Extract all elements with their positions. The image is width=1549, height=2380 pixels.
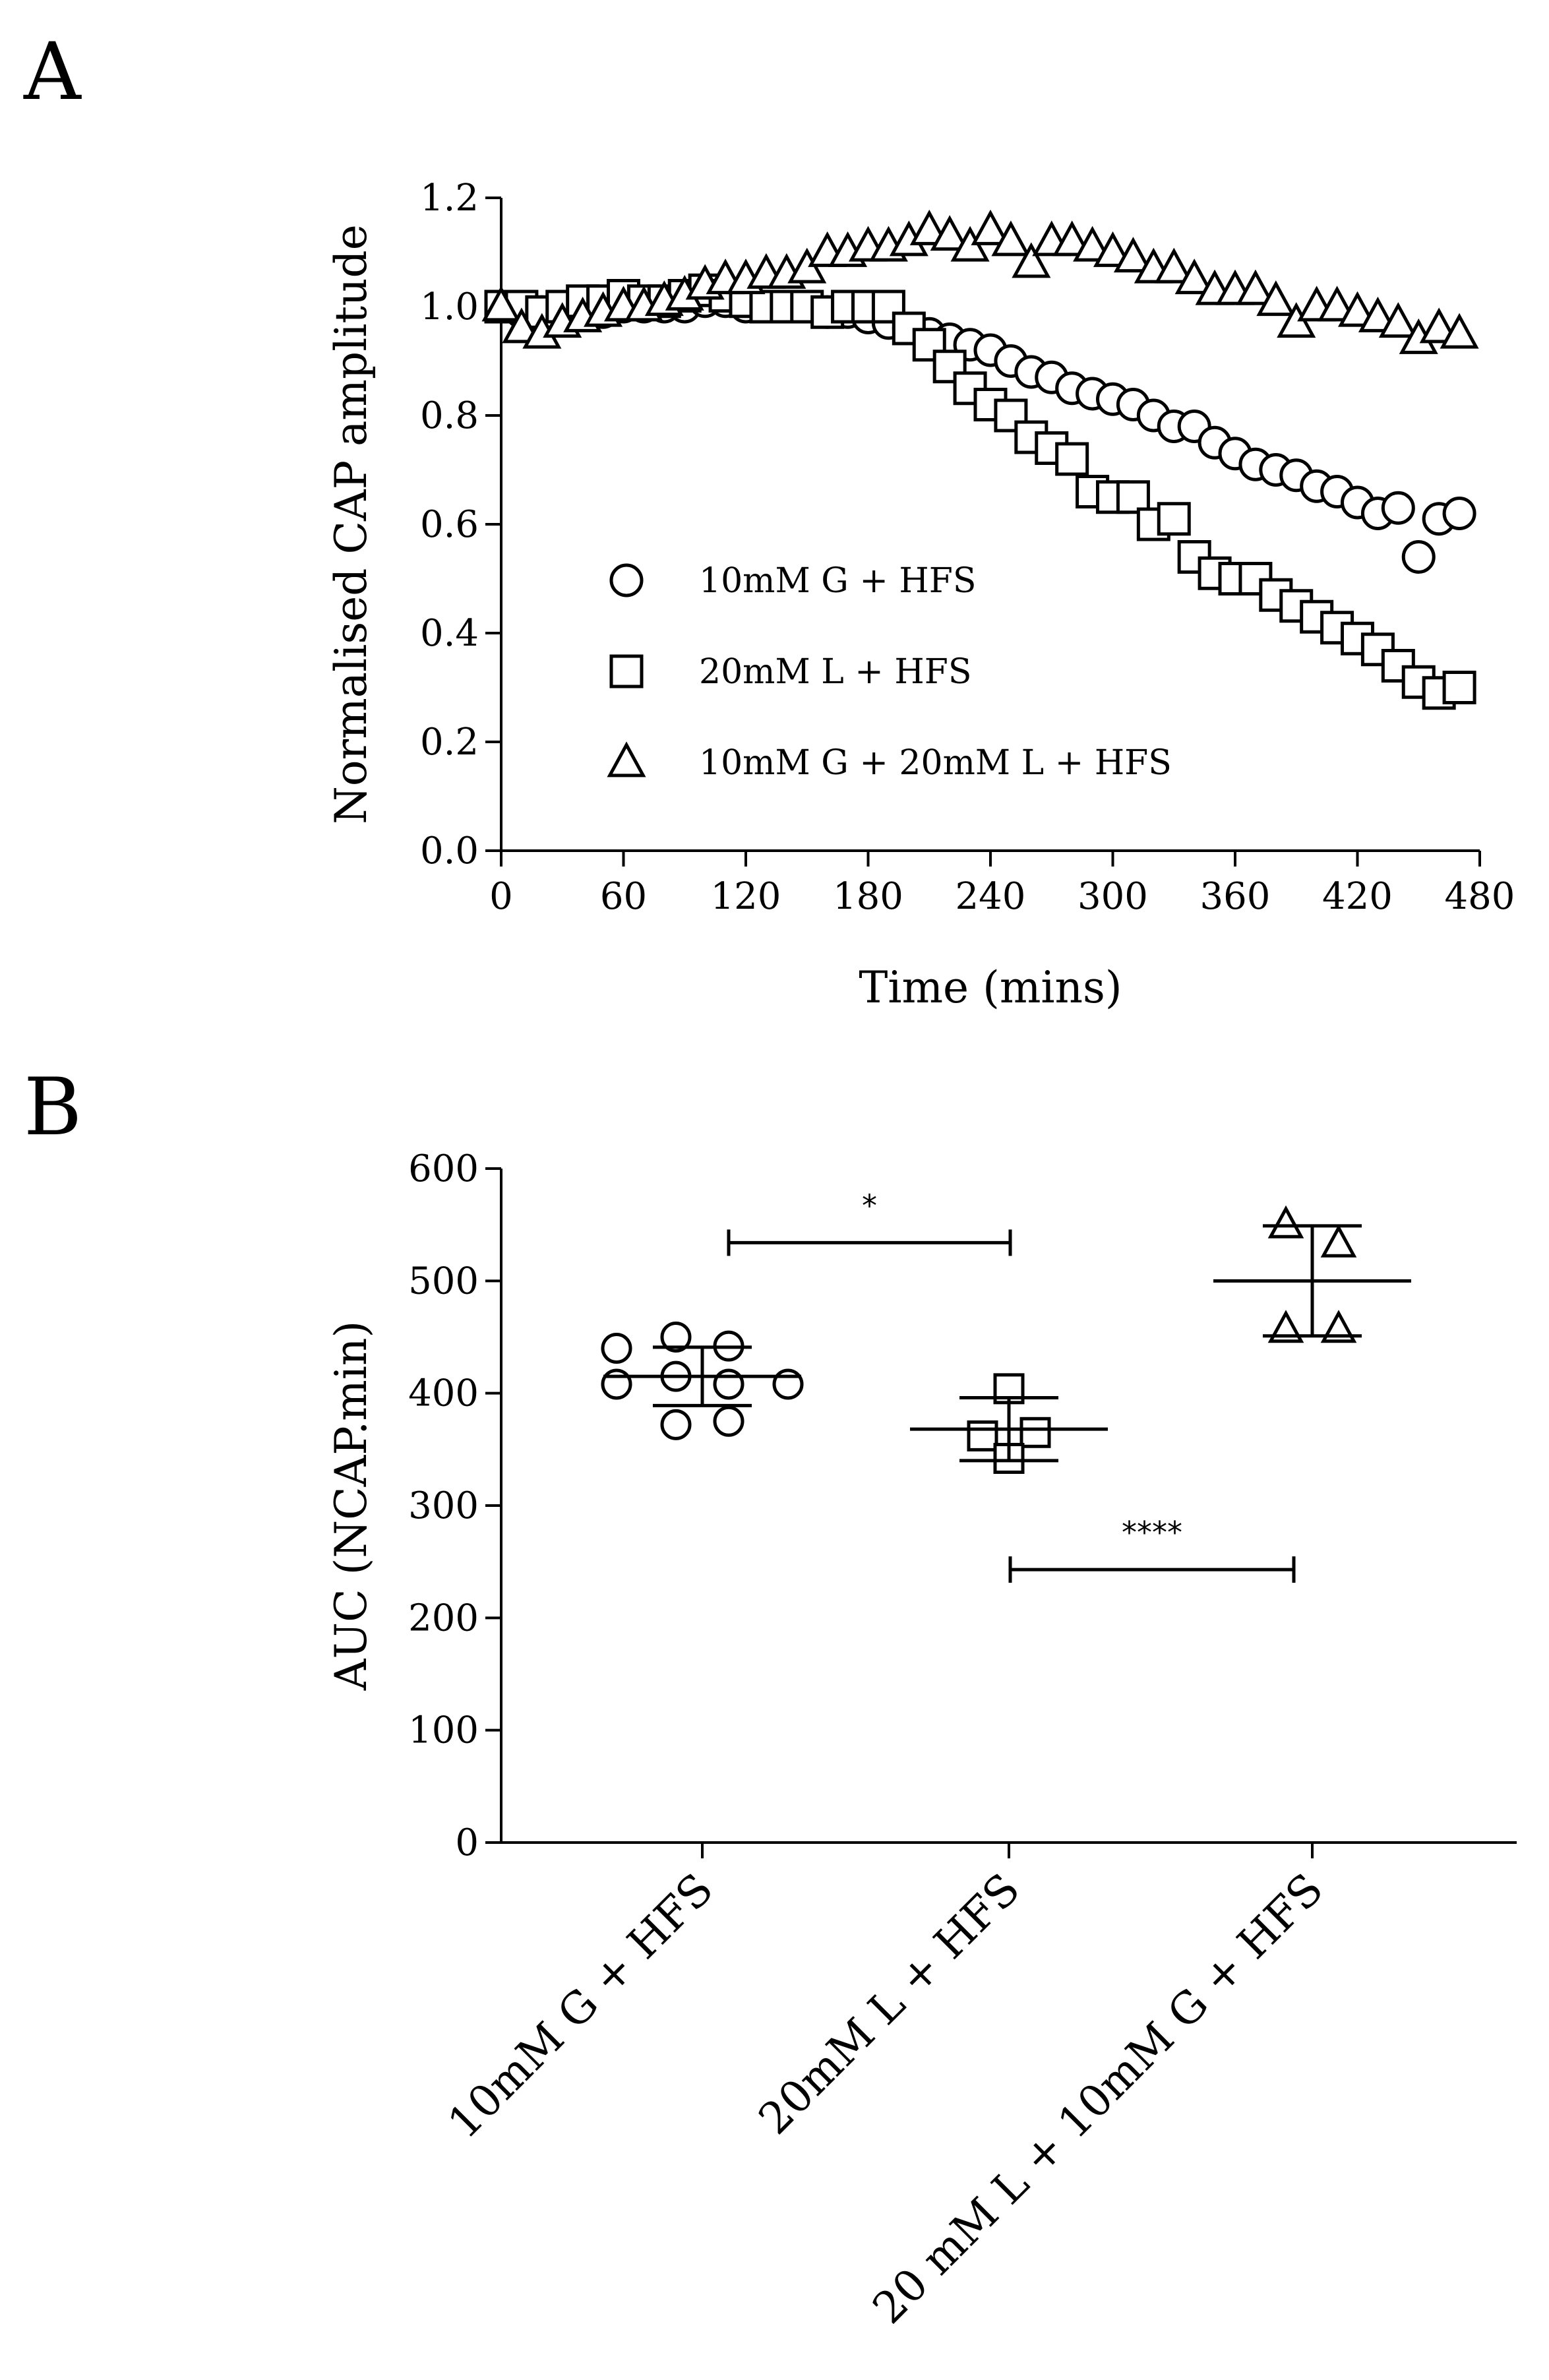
y-tick-label: 600 — [408, 1147, 479, 1190]
data-point-circle — [713, 1405, 744, 1437]
category-label: 10mM G + HFS — [439, 1864, 723, 2149]
data-point-square — [1442, 671, 1476, 704]
data-point-circle — [601, 1368, 632, 1400]
y-tick-label: 300 — [408, 1484, 479, 1527]
y-tick-label: 0.4 — [420, 612, 479, 655]
data-point-triangle — [1012, 242, 1051, 278]
x-tick-label: 480 — [1445, 875, 1515, 918]
y-tick-label: 1.2 — [420, 177, 479, 220]
legend-label-square: 20mM L + HFS — [699, 652, 971, 692]
legend-item-square: 20mM L + HFS — [609, 652, 971, 692]
data-point-triangle — [909, 209, 949, 245]
legend-item-triangle: 10mM G + 20mM L + HFS — [607, 741, 1172, 783]
data-point-triangle — [1093, 231, 1133, 267]
y-tick-label: 1.0 — [420, 286, 479, 328]
group-square — [910, 1373, 1108, 1474]
data-point-triangle — [991, 220, 1031, 257]
data-point-square — [1157, 502, 1191, 536]
data-point-triangle — [1320, 1224, 1357, 1258]
legend-label-triangle: 10mM G + 20mM L + HFS — [699, 743, 1172, 783]
data-point-triangle — [1337, 291, 1378, 327]
y-tick-label: 0 — [455, 1821, 479, 1864]
significance-label: * — [862, 1188, 877, 1223]
data-point-square — [1055, 442, 1089, 476]
data-point-circle — [1381, 491, 1415, 525]
panel-a-label: A — [23, 26, 82, 118]
data-point-triangle — [1236, 269, 1275, 305]
x-tick-label: 300 — [1078, 875, 1148, 918]
data-point-square — [1116, 480, 1150, 514]
data-point-circle — [1401, 540, 1436, 574]
legend-marker-square — [609, 654, 644, 688]
legend-label-circle: 10mM G + HFS — [699, 561, 976, 601]
legend-marker-triangle — [607, 741, 646, 778]
series-circle — [484, 284, 1476, 574]
data-point-circle — [772, 1368, 804, 1400]
significance-bracket: * — [727, 1188, 1012, 1256]
x-tick-label: 180 — [833, 875, 903, 918]
panel-b-significance: ***** — [727, 1188, 1296, 1583]
data-point-circle — [601, 1333, 632, 1364]
y-tick-label: 100 — [408, 1709, 479, 1752]
data-point-triangle — [1419, 307, 1459, 344]
group-triangle — [1213, 1205, 1411, 1343]
data-point-triangle — [1154, 247, 1194, 284]
data-point-triangle — [1378, 302, 1418, 338]
y-tick-label: 400 — [408, 1372, 479, 1415]
data-point-triangle — [930, 215, 969, 251]
data-point-triangle — [971, 209, 1010, 245]
significance-bracket: **** — [1008, 1515, 1296, 1583]
x-tick-label: 120 — [711, 875, 781, 918]
panel-a-legend: 10mM G + HFS 20mM L + HFS 10mM G + 20mM … — [607, 561, 1172, 783]
data-point-triangle — [1073, 226, 1112, 262]
data-point-triangle — [1318, 286, 1357, 322]
panel-b-label: B — [24, 1062, 82, 1153]
data-point-circle — [660, 1322, 692, 1353]
x-tick-label: 360 — [1200, 875, 1271, 918]
series-triangle — [481, 209, 1479, 354]
data-point-circle — [660, 1409, 692, 1440]
data-point-triangle — [502, 307, 541, 344]
data-point-square — [1019, 1417, 1051, 1448]
data-point-triangle — [1174, 259, 1214, 295]
y-tick-label: 0.8 — [420, 394, 479, 437]
data-point-triangle — [1358, 296, 1397, 332]
data-point-triangle — [481, 286, 521, 322]
data-point-circle — [1442, 497, 1476, 530]
data-point-triangle — [1052, 220, 1092, 257]
x-tick-label: 0 — [489, 875, 513, 918]
x-tick-label: 420 — [1322, 875, 1393, 918]
data-point-triangle — [1440, 313, 1479, 349]
legend-item-circle: 10mM G + HFS — [609, 561, 976, 601]
y-tick-label: 0.0 — [420, 830, 479, 872]
panel-a-y-axis-title: Normalised CAP amplitude — [326, 224, 377, 824]
panel-b: B AUC (NCAP.min) 0 100 200 300 400 500 600 10mM… — [24, 1062, 1517, 2334]
data-point-triangle — [1256, 280, 1296, 317]
significance-label: **** — [1122, 1515, 1182, 1550]
panel-a-data-points — [481, 209, 1479, 710]
y-tick-label: 500 — [408, 1260, 479, 1302]
y-tick-label: 200 — [408, 1597, 479, 1639]
panel-b-axes: 0 100 200 300 400 500 600 10mM G + HFS 20mM L + … — [408, 1147, 1517, 2334]
x-tick-label: 240 — [956, 875, 1026, 918]
panel-b-data-points — [601, 1205, 1411, 1474]
group-circle — [601, 1322, 804, 1440]
panel-a: A Normalised CAP amplitude Time (mins) 0… — [23, 26, 1515, 1013]
y-tick-label: 0.6 — [420, 503, 479, 546]
legend-marker-circle — [609, 563, 644, 597]
x-tick-label: 60 — [600, 875, 647, 918]
data-point-triangle — [1113, 237, 1153, 273]
panel-a-x-axis-title: Time (mins) — [859, 962, 1122, 1013]
data-point-triangle — [1267, 1205, 1304, 1238]
data-point-square — [967, 1420, 998, 1451]
data-point-triangle — [1267, 1310, 1304, 1343]
y-tick-label: 0.2 — [420, 721, 479, 764]
panel-b-y-axis-title: AUC (NCAP.min) — [326, 1321, 377, 1691]
category-label: 20mM L + HFS — [749, 1864, 1030, 2145]
data-point-triangle — [1320, 1310, 1357, 1343]
data-point-circle — [713, 1368, 744, 1400]
